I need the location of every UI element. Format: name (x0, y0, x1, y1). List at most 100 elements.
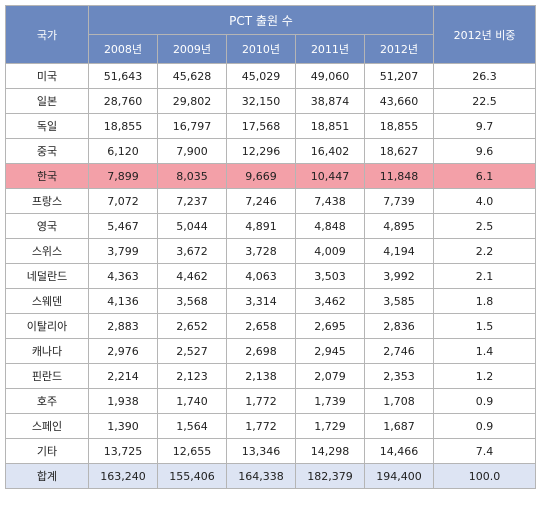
cell-value: 28,760 (88, 88, 158, 114)
cell-value: 38,874 (295, 88, 365, 114)
cell-value: 1,708 (363, 388, 435, 414)
cell-value: 3,568 (157, 288, 227, 314)
cell-value: 1,740 (157, 388, 227, 414)
cell-share: 1.4 (433, 338, 537, 364)
cell-country: 독일 (5, 113, 89, 139)
cell-value: 12,296 (226, 138, 296, 164)
cell-value: 43,660 (363, 88, 435, 114)
cell-value: 4,136 (88, 288, 158, 314)
table-row: 영국 5,467 5,044 4,891 4,848 4,895 2.5 (5, 213, 537, 239)
cell-value: 2,658 (226, 313, 296, 339)
cell-value: 7,246 (226, 188, 296, 214)
cell-value: 2,353 (363, 363, 435, 389)
cell-value: 4,462 (157, 263, 227, 289)
cell-country: 기타 (5, 438, 89, 464)
cell-share: 22.5 (433, 88, 537, 114)
cell-value: 2,652 (157, 313, 227, 339)
cell-value: 2,976 (88, 338, 158, 364)
cell-value: 13,725 (88, 438, 158, 464)
table-row: 기타 13,725 12,655 13,346 14,298 14,466 7.4 (5, 438, 537, 464)
cell-share: 1.2 (433, 363, 537, 389)
table-row: 프랑스 7,072 7,237 7,246 7,438 7,739 4.0 (5, 188, 537, 214)
cell-share: 1.8 (433, 288, 537, 314)
cell-value: 16,402 (295, 138, 365, 164)
table-row: 이탈리아 2,883 2,652 2,658 2,695 2,836 1.5 (5, 313, 537, 339)
table-row: 호주 1,938 1,740 1,772 1,739 1,708 0.9 (5, 388, 537, 414)
table-row: 캐나다 2,976 2,527 2,698 2,945 2,746 1.4 (5, 338, 537, 364)
cell-value: 1,772 (226, 388, 296, 414)
cell-country: 스페인 (5, 413, 89, 439)
table-body: 미국 51,643 45,628 45,029 49,060 51,207 26.3 일본 28… (5, 63, 537, 489)
cell-country: 프랑스 (5, 188, 89, 214)
cell-value: 51,643 (88, 63, 158, 89)
header-year: 2010년 (226, 34, 296, 64)
cell-value: 2,695 (295, 313, 365, 339)
cell-value: 14,466 (363, 438, 435, 464)
cell-country: 합계 (5, 463, 89, 489)
cell-value: 16,797 (157, 113, 227, 139)
cell-country: 스웨덴 (5, 288, 89, 314)
cell-value: 2,214 (88, 363, 158, 389)
cell-value: 49,060 (295, 63, 365, 89)
cell-value: 7,237 (157, 188, 227, 214)
cell-value: 3,992 (363, 263, 435, 289)
cell-country: 스위스 (5, 238, 89, 264)
cell-value: 7,072 (88, 188, 158, 214)
cell-value: 18,855 (363, 113, 435, 139)
cell-value: 29,802 (157, 88, 227, 114)
cell-value: 2,079 (295, 363, 365, 389)
table-header: 국가 PCT 출원 수 2012년 비중 2008년 2009년 2010년 2… (5, 5, 537, 64)
cell-country: 미국 (5, 63, 89, 89)
cell-value: 4,063 (226, 263, 296, 289)
table-row: 핀란드 2,214 2,123 2,138 2,079 2,353 1.2 (5, 363, 537, 389)
header-year: 2012년 (363, 34, 435, 64)
pct-applications-table-container: 국가 PCT 출원 수 2012년 비중 2008년 2009년 2010년 2… (5, 5, 537, 489)
cell-value: 4,363 (88, 263, 158, 289)
cell-value: 32,150 (226, 88, 296, 114)
cell-value: 2,138 (226, 363, 296, 389)
cell-value: 3,672 (157, 238, 227, 264)
cell-share: 2.2 (433, 238, 537, 264)
cell-value: 10,447 (295, 163, 365, 189)
cell-value: 1,729 (295, 413, 365, 439)
cell-value: 14,298 (295, 438, 365, 464)
cell-share: 9.7 (433, 113, 537, 139)
cell-share: 4.0 (433, 188, 537, 214)
header-year: 2011년 (295, 34, 365, 64)
cell-value: 7,899 (88, 163, 158, 189)
cell-value: 4,009 (295, 238, 365, 264)
header-share: 2012년 비중 (433, 5, 537, 64)
cell-share: 6.1 (433, 163, 537, 189)
cell-value: 2,945 (295, 338, 365, 364)
table-row: 일본 28,760 29,802 32,150 38,874 43,660 22.5 (5, 88, 537, 114)
cell-value: 3,314 (226, 288, 296, 314)
cell-country: 중국 (5, 138, 89, 164)
cell-value: 3,585 (363, 288, 435, 314)
cell-country: 이탈리아 (5, 313, 89, 339)
cell-share: 2.5 (433, 213, 537, 239)
cell-value: 6,120 (88, 138, 158, 164)
cell-value: 9,669 (226, 163, 296, 189)
cell-value: 3,799 (88, 238, 158, 264)
table-row: 미국 51,643 45,628 45,029 49,060 51,207 26.3 (5, 63, 537, 89)
header-year: 2009년 (157, 34, 227, 64)
cell-value: 1,390 (88, 413, 158, 439)
cell-country: 네덜란드 (5, 263, 89, 289)
cell-value: 3,503 (295, 263, 365, 289)
cell-country: 영국 (5, 213, 89, 239)
cell-value: 11,848 (363, 163, 435, 189)
cell-share: 2.1 (433, 263, 537, 289)
cell-value: 18,627 (363, 138, 435, 164)
cell-value: 45,029 (226, 63, 296, 89)
cell-share: 7.4 (433, 438, 537, 464)
cell-share: 26.3 (433, 63, 537, 89)
table-row: 중국 6,120 7,900 12,296 16,402 18,627 9.6 (5, 138, 537, 164)
cell-value: 2,527 (157, 338, 227, 364)
cell-value: 18,855 (88, 113, 158, 139)
cell-value: 7,900 (157, 138, 227, 164)
cell-value: 1,739 (295, 388, 365, 414)
cell-value: 7,739 (363, 188, 435, 214)
cell-value: 4,895 (363, 213, 435, 239)
cell-share: 0.9 (433, 413, 537, 439)
pct-applications-table: 국가 PCT 출원 수 2012년 비중 2008년 2009년 2010년 2… (5, 5, 537, 489)
